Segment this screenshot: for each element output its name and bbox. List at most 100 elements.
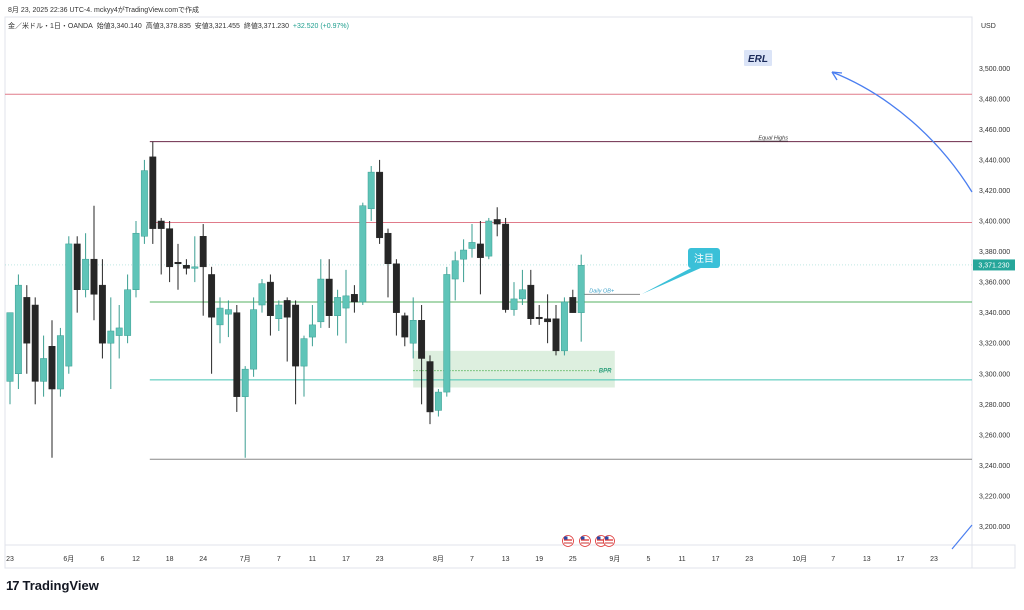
- candle-body[interactable]: [174, 261, 182, 265]
- candle-body[interactable]: [115, 327, 123, 336]
- candle-body[interactable]: [468, 242, 476, 249]
- candle-body[interactable]: [569, 297, 577, 313]
- candle-body[interactable]: [476, 243, 484, 258]
- candle-body[interactable]: [31, 304, 39, 382]
- candle-body[interactable]: [82, 258, 90, 290]
- candle-body[interactable]: [392, 263, 400, 313]
- candle-body[interactable]: [493, 219, 501, 225]
- candle-body[interactable]: [182, 265, 190, 269]
- candle-body[interactable]: [527, 284, 535, 320]
- candle-body[interactable]: [384, 232, 392, 265]
- callout-box: [688, 248, 720, 268]
- x-tick-label: 17: [897, 556, 905, 563]
- candle-body[interactable]: [98, 284, 106, 344]
- x-tick-label: 12: [132, 556, 140, 563]
- candle-body[interactable]: [577, 265, 585, 313]
- low-value: 安値3,321.455: [194, 23, 240, 30]
- y-tick-label: 3,400.000: [979, 219, 1010, 226]
- candle-body[interactable]: [560, 301, 568, 352]
- candle-body[interactable]: [334, 297, 342, 316]
- candle-body[interactable]: [544, 318, 552, 323]
- candle-body[interactable]: [40, 358, 48, 382]
- candle-body[interactable]: [14, 284, 22, 374]
- candle-body[interactable]: [350, 294, 358, 303]
- candle-body[interactable]: [409, 320, 417, 344]
- y-tick-label: 3,420.000: [979, 188, 1010, 195]
- candle-body[interactable]: [308, 324, 316, 338]
- candle-body[interactable]: [300, 338, 308, 367]
- last-price-badge: [973, 259, 1015, 271]
- candle-body[interactable]: [149, 156, 157, 229]
- erl-arrow-curve: [831, 71, 973, 193]
- candle-body[interactable]: [451, 260, 459, 280]
- candle-body[interactable]: [434, 391, 442, 411]
- candle-body[interactable]: [426, 361, 434, 413]
- candle-body[interactable]: [208, 274, 216, 318]
- y-tick-label: 3,300.000: [979, 371, 1010, 378]
- candle-body[interactable]: [292, 304, 300, 367]
- candle-body[interactable]: [418, 320, 426, 359]
- candle-body[interactable]: [552, 318, 560, 352]
- candle-body[interactable]: [342, 295, 350, 309]
- candle-body[interactable]: [510, 298, 518, 310]
- y-tick-label: 3,200.000: [979, 524, 1010, 531]
- candle-body[interactable]: [166, 228, 174, 268]
- x-tick-label: 24: [199, 556, 207, 563]
- candle-body[interactable]: [233, 312, 241, 397]
- callout-pointer: [642, 267, 703, 294]
- x-tick-label: 17: [712, 556, 720, 563]
- candle-body[interactable]: [48, 346, 56, 390]
- event-flag-canton: [605, 536, 609, 540]
- candle-body[interactable]: [191, 266, 199, 269]
- candle-body[interactable]: [485, 220, 493, 257]
- candle-body[interactable]: [6, 312, 14, 382]
- candle-body[interactable]: [107, 330, 115, 344]
- candle-body[interactable]: [460, 249, 468, 260]
- open-value: 始値3,340.140: [96, 23, 142, 30]
- candle-body[interactable]: [73, 243, 81, 290]
- candle-body[interactable]: [199, 236, 207, 268]
- last-price-value: 3,371.230: [978, 262, 1009, 269]
- y-tick-label: 3,360.000: [979, 280, 1010, 287]
- candle-body[interactable]: [140, 170, 148, 237]
- candle-body[interactable]: [325, 278, 333, 316]
- candle-body[interactable]: [266, 281, 274, 316]
- candle-body[interactable]: [317, 278, 325, 323]
- erl-arrow-head: [831, 71, 843, 81]
- erl-label: ERL: [748, 54, 768, 65]
- candle-body[interactable]: [443, 274, 451, 393]
- candle-body[interactable]: [224, 309, 232, 315]
- candle-body[interactable]: [376, 171, 384, 239]
- candle-body[interactable]: [250, 309, 258, 370]
- candle-body[interactable]: [56, 335, 64, 390]
- x-tick-label: 23: [930, 556, 938, 563]
- level-label-daily-ob: Daily OB+: [589, 288, 615, 294]
- candle-body[interactable]: [241, 368, 249, 397]
- x-tick-label: 25: [569, 556, 577, 563]
- candle-body[interactable]: [132, 232, 140, 290]
- event-flag-canton: [581, 536, 585, 540]
- candle-body[interactable]: [401, 315, 409, 338]
- candle-body[interactable]: [367, 171, 375, 210]
- x-tick-label: 7月: [240, 555, 251, 563]
- candle-body[interactable]: [216, 307, 224, 326]
- candle-body[interactable]: [359, 205, 367, 303]
- tradingview-brand[interactable]: 17 TradingView: [6, 578, 99, 593]
- candle-body[interactable]: [124, 289, 132, 336]
- x-tick-label: 7: [277, 556, 281, 563]
- currency-label[interactable]: USD: [981, 23, 996, 30]
- candle-body[interactable]: [275, 304, 283, 320]
- candle-body[interactable]: [502, 223, 510, 310]
- candle-body[interactable]: [283, 300, 291, 318]
- candle-body[interactable]: [23, 297, 31, 344]
- candle-body[interactable]: [535, 316, 543, 320]
- candle-body[interactable]: [65, 243, 73, 367]
- candle-body[interactable]: [90, 258, 98, 295]
- x-tick-label: 23: [6, 556, 14, 563]
- close-value: 終値3,371.230: [243, 23, 289, 30]
- candle-body[interactable]: [518, 289, 526, 300]
- candle-body[interactable]: [157, 220, 165, 229]
- candle-body[interactable]: [258, 283, 266, 306]
